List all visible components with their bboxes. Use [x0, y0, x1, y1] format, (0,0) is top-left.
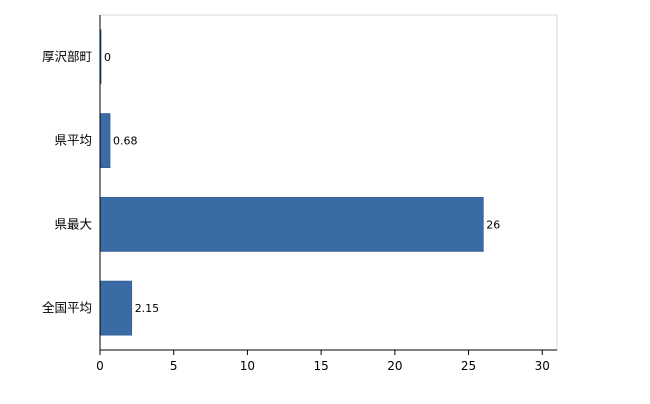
category-label: 県平均 — [54, 133, 92, 148]
x-axis-tick-label: 30 — [535, 359, 550, 373]
value-label: 0 — [104, 51, 111, 64]
bar-3 — [99, 197, 484, 252]
value-label: 0.68 — [113, 135, 137, 148]
category-label: 全国平均 — [42, 300, 92, 315]
x-axis-tick-label: 25 — [461, 359, 476, 373]
value-label: 2.15 — [135, 302, 160, 315]
category-label: 厚沢部町 — [42, 49, 92, 64]
x-axis-tick-label: 15 — [313, 359, 328, 373]
x-axis-tick-label: 20 — [387, 359, 402, 373]
value-label: 26 — [486, 218, 500, 231]
bar-4 — [99, 280, 133, 336]
x-axis-tick-label: 0 — [96, 359, 104, 373]
x-axis-tick-label: 5 — [170, 359, 178, 373]
category-label: 県最大 — [54, 216, 92, 231]
x-axis-tick-label: 10 — [240, 359, 255, 373]
bar-2 — [99, 113, 111, 168]
